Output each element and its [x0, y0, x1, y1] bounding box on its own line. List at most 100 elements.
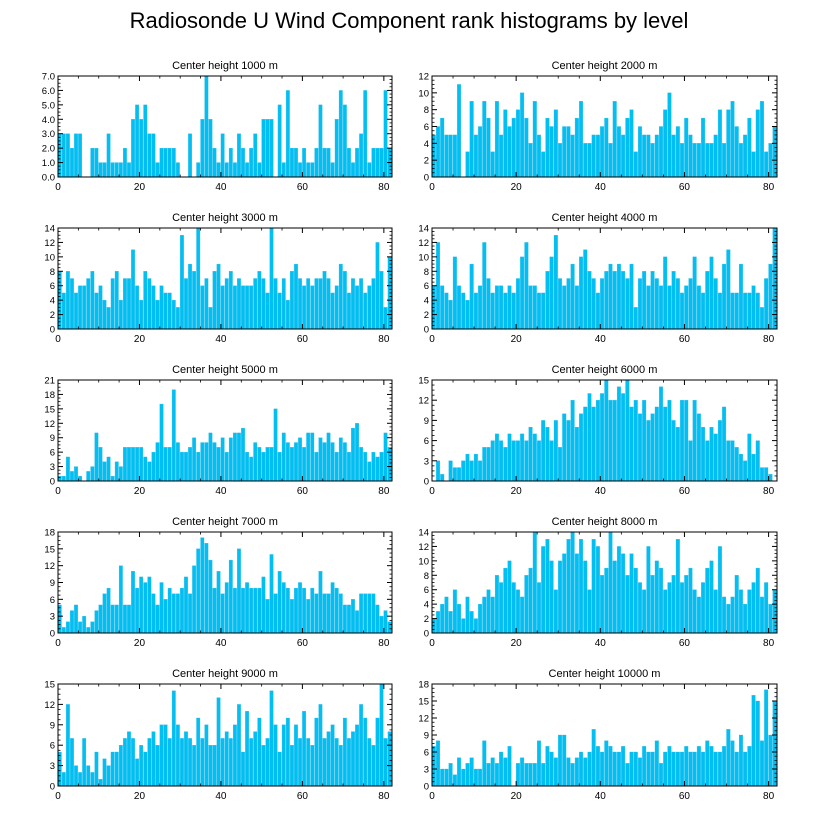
- bar: [171, 593, 176, 634]
- bar: [633, 751, 638, 787]
- bar: [654, 278, 659, 330]
- bar: [188, 738, 192, 787]
- bar: [314, 593, 319, 634]
- y-tick-label: 0: [424, 325, 429, 336]
- bar: [726, 729, 731, 787]
- y-tick-label: 9: [50, 720, 55, 731]
- bar: [490, 292, 495, 330]
- bar: [755, 109, 760, 178]
- x-tick-label: 20: [511, 182, 523, 193]
- y-tick-label: 12: [418, 72, 429, 83]
- bar: [175, 162, 180, 178]
- panel-title: Center height 4000 m: [552, 212, 658, 224]
- y-tick-label: 12: [418, 238, 429, 249]
- bar: [440, 474, 445, 482]
- bar: [642, 400, 647, 482]
- bar: [545, 746, 550, 787]
- panel-title: Center height 10000 m: [549, 668, 661, 680]
- bar: [110, 162, 115, 178]
- bar: [482, 242, 487, 330]
- bar: [705, 567, 710, 634]
- bar: [701, 117, 706, 178]
- bar: [764, 467, 769, 482]
- bar: [503, 292, 508, 330]
- bar: [448, 763, 453, 787]
- y-tick-label: 2: [50, 310, 55, 321]
- bar: [220, 593, 225, 634]
- bar: [570, 531, 575, 634]
- bar: [629, 553, 634, 634]
- bar: [70, 278, 74, 330]
- bar: [371, 147, 376, 178]
- bar: [612, 271, 617, 330]
- bar: [730, 292, 735, 330]
- bar: [579, 256, 584, 330]
- bar: [322, 271, 327, 330]
- bar: [600, 751, 605, 787]
- bar: [310, 745, 315, 787]
- bar: [444, 768, 449, 787]
- bar: [94, 147, 99, 178]
- x-tick-label: 80: [378, 486, 390, 497]
- bar: [600, 126, 605, 178]
- bar: [302, 285, 307, 330]
- y-tick-label: 2: [424, 156, 429, 167]
- bar: [363, 717, 368, 787]
- bar: [730, 596, 735, 634]
- y-tick-label: 6.0: [42, 86, 55, 97]
- bar: [684, 575, 689, 634]
- bar: [755, 700, 760, 787]
- bar: [338, 263, 343, 330]
- bar: [285, 587, 290, 634]
- bar: [127, 731, 131, 787]
- bar: [549, 560, 554, 634]
- bar: [570, 263, 575, 330]
- x-tick-label: 20: [511, 791, 523, 802]
- bar: [383, 90, 388, 178]
- bar: [110, 751, 115, 787]
- bar: [66, 621, 70, 634]
- bar: [473, 134, 478, 178]
- bar: [516, 440, 520, 482]
- bar: [692, 400, 697, 482]
- bar: [574, 553, 579, 634]
- bar: [147, 576, 152, 634]
- y-tick-label: 3: [424, 456, 429, 467]
- bar: [127, 162, 131, 178]
- bar: [306, 599, 311, 634]
- x-tick-label: 0: [55, 791, 61, 802]
- bar: [257, 162, 262, 178]
- bar: [520, 596, 525, 634]
- y-tick-label: 9: [424, 416, 429, 427]
- bar: [338, 745, 343, 787]
- bar: [633, 567, 638, 634]
- bar: [188, 263, 192, 330]
- bar: [228, 559, 233, 634]
- bar: [216, 162, 221, 178]
- bar: [220, 738, 225, 787]
- bar: [646, 285, 651, 330]
- bar: [110, 278, 115, 330]
- x-tick-label: 0: [429, 334, 435, 345]
- bar: [90, 772, 95, 787]
- bar: [633, 151, 638, 178]
- bar: [245, 582, 249, 634]
- bar: [261, 278, 266, 330]
- bar: [528, 426, 533, 482]
- y-tick-label: 0: [50, 325, 55, 336]
- bar: [764, 689, 769, 787]
- bar: [482, 740, 487, 787]
- bar: [110, 604, 115, 634]
- bar: [452, 589, 457, 634]
- bar: [196, 548, 201, 634]
- bar: [281, 162, 286, 178]
- bar: [591, 729, 596, 787]
- bar: [180, 235, 184, 330]
- y-tick-label: 9: [50, 433, 55, 444]
- bar: [220, 437, 225, 482]
- bar: [755, 292, 760, 330]
- bar: [70, 147, 74, 178]
- bar: [478, 603, 483, 634]
- bar: [705, 143, 710, 178]
- x-tick-label: 60: [679, 638, 691, 649]
